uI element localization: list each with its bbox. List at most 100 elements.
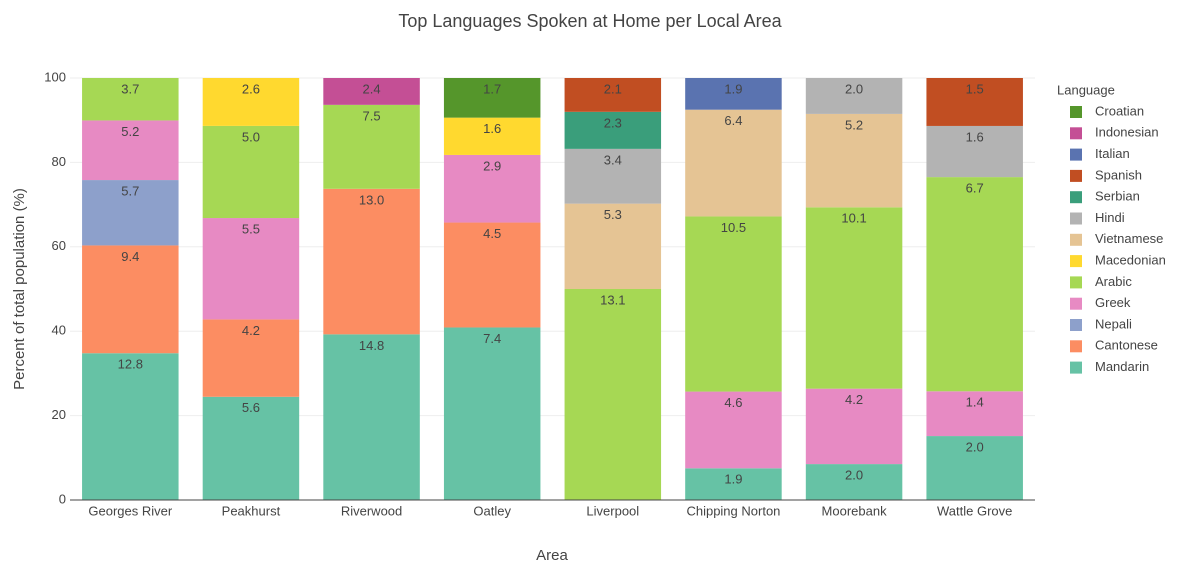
value-label: 1.6 xyxy=(966,129,984,144)
bar-segment xyxy=(443,154,541,223)
bar-segment xyxy=(323,104,420,189)
legend-label: Nepali xyxy=(1095,316,1132,331)
bar-segment xyxy=(323,188,420,335)
legend-label: Indonesian xyxy=(1095,125,1159,140)
value-label: 5.7 xyxy=(121,183,139,198)
x-tick-label: Georges River xyxy=(88,503,172,518)
value-label: 6.7 xyxy=(966,181,984,196)
bar-segment xyxy=(443,327,541,500)
value-label: 5.2 xyxy=(845,117,863,132)
bar-segment xyxy=(926,125,1023,178)
value-label: 2.1 xyxy=(604,81,622,96)
value-label: 4.2 xyxy=(845,392,863,407)
bar-segment xyxy=(202,125,300,219)
bar-segment xyxy=(82,120,179,181)
legend-label: Macedonian xyxy=(1095,253,1166,268)
value-label: 5.0 xyxy=(242,129,260,144)
value-label: 5.6 xyxy=(242,400,260,415)
bar-segment xyxy=(82,353,179,500)
value-label: 1.5 xyxy=(966,81,984,96)
bar-segment xyxy=(323,334,420,500)
legend-label: Cantonese xyxy=(1095,338,1158,353)
chart-title: Top Languages Spoken at Home per Local A… xyxy=(398,11,782,31)
value-label: 5.2 xyxy=(121,124,139,139)
y-tick-label: 60 xyxy=(52,238,66,253)
x-tick-label: Wattle Grove xyxy=(937,503,1012,518)
value-label: 5.3 xyxy=(604,207,622,222)
legend-swatch xyxy=(1070,169,1082,182)
legend-swatch xyxy=(1070,319,1082,331)
bar-segment xyxy=(685,109,782,217)
bar-segment xyxy=(82,78,179,121)
legend-swatch xyxy=(1070,148,1082,161)
value-label: 2.0 xyxy=(966,439,984,454)
bar-segment xyxy=(926,177,1023,392)
legend-label: Serbian xyxy=(1095,189,1140,204)
bar-segment xyxy=(443,222,541,328)
value-label: 4.5 xyxy=(483,226,501,241)
legend-label: Croatian xyxy=(1095,103,1144,118)
y-tick-label: 20 xyxy=(52,407,66,422)
value-label: 1.9 xyxy=(724,472,742,487)
y-tick-label: 0 xyxy=(59,491,66,506)
bar-segment xyxy=(82,180,179,246)
bar-segment xyxy=(82,245,179,354)
bar-segment xyxy=(443,117,541,155)
legend-label: Vietnamese xyxy=(1095,231,1163,246)
x-tick-label: Oatley xyxy=(473,503,511,518)
bar-segment xyxy=(685,391,782,469)
value-label: 10.5 xyxy=(721,220,746,235)
value-label: 4.2 xyxy=(242,323,260,338)
bar-segment xyxy=(805,207,903,389)
value-label: 12.8 xyxy=(118,357,143,372)
x-tick-label: Peakhurst xyxy=(222,503,281,518)
bar-segment xyxy=(443,78,541,118)
bar-segment xyxy=(926,78,1023,126)
bar-segment xyxy=(685,216,782,392)
bar-segment xyxy=(202,78,300,126)
legend-swatch xyxy=(1070,127,1082,140)
value-label: 9.4 xyxy=(121,249,139,264)
value-label: 6.4 xyxy=(724,113,742,128)
value-label: 2.0 xyxy=(845,81,863,96)
value-label: 2.0 xyxy=(845,468,863,483)
legend-label: Greek xyxy=(1095,295,1131,310)
x-tick-label: Liverpool xyxy=(586,503,639,518)
legend-label: Arabic xyxy=(1095,274,1132,289)
bar-segment xyxy=(564,78,662,112)
bar-segment xyxy=(805,388,903,465)
value-label: 1.9 xyxy=(724,81,742,96)
value-label: 2.3 xyxy=(604,115,622,130)
bar-segment xyxy=(805,464,903,500)
bar-segment xyxy=(564,203,662,289)
legend-swatch xyxy=(1070,106,1082,118)
legend-swatch xyxy=(1070,340,1082,353)
x-tick-label: Riverwood xyxy=(341,503,402,518)
y-tick-label: 40 xyxy=(52,323,66,338)
bar-segment xyxy=(202,319,300,397)
bar-segment xyxy=(202,218,300,320)
y-axis-title: Percent of total population (%) xyxy=(11,188,28,390)
x-tick-label: Chipping Norton xyxy=(686,503,780,518)
legend-swatch xyxy=(1070,255,1082,268)
legend-swatch xyxy=(1070,276,1082,289)
bar-segment xyxy=(564,111,662,149)
legend-label: Italian xyxy=(1095,146,1130,161)
y-tick-label: 80 xyxy=(52,154,66,169)
y-tick-label: 100 xyxy=(44,69,66,84)
bar-segment xyxy=(805,78,903,114)
value-label: 4.6 xyxy=(724,395,742,410)
legend-label: Hindi xyxy=(1095,210,1125,225)
legend-swatch xyxy=(1070,212,1082,225)
bar-segment xyxy=(685,78,782,110)
bar-segment xyxy=(323,78,420,105)
value-label: 2.6 xyxy=(242,81,260,96)
value-label: 13.0 xyxy=(359,192,384,207)
x-axis-title: Area xyxy=(536,547,568,564)
value-label: 1.4 xyxy=(966,395,984,410)
value-label: 7.5 xyxy=(363,108,381,123)
value-label: 14.8 xyxy=(359,338,384,353)
bar-segment xyxy=(805,113,903,208)
legend-swatch xyxy=(1070,233,1082,246)
